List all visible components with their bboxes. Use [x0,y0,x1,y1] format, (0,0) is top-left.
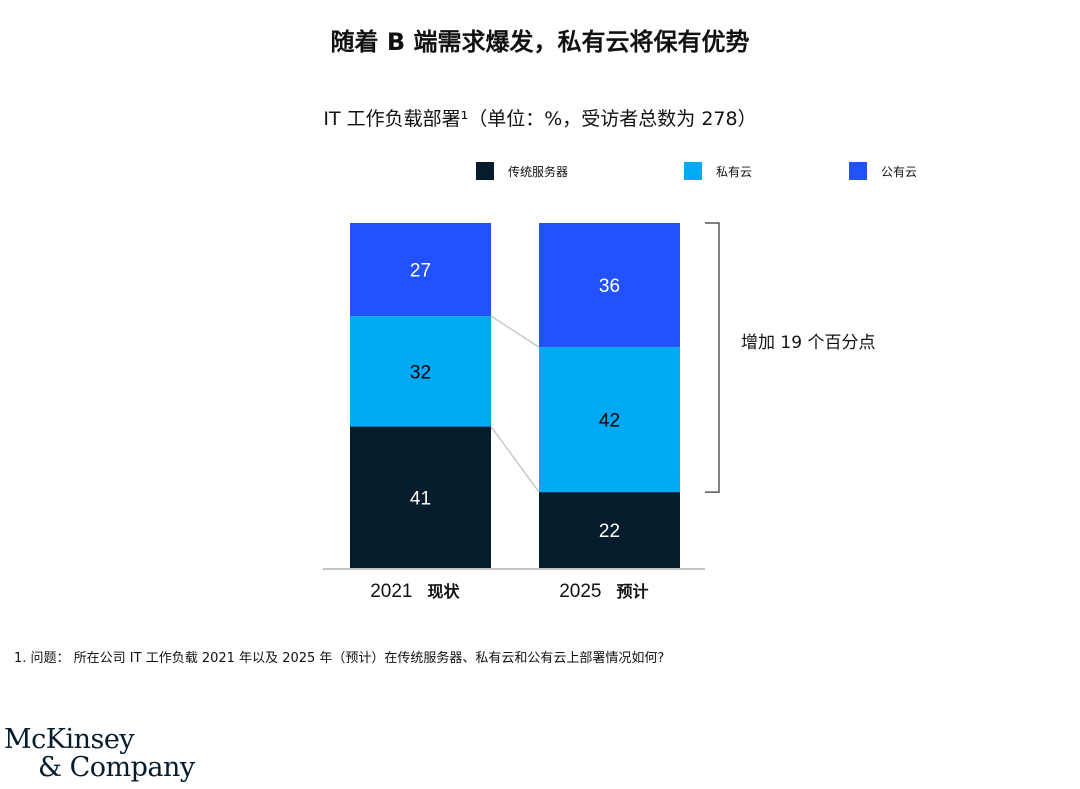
legend-label-public: 公有云 [881,164,918,179]
legend-item-traditional: 传统服务器 [476,162,568,180]
data-label-public-2021: 27 [410,261,431,282]
chart-subtitle: IT 工作负载部署¹（单位：%，受访者总数为 278） [323,108,757,130]
footnote: 1. 问题： 所在公司 IT 工作负载 2021 年以及 2025 年（预计）在… [14,651,665,666]
x-tick-note-2021: 现状 [428,582,461,601]
data-label-private-2025: 42 [599,411,620,432]
data-label-public-2025: 36 [599,276,620,297]
legend-label-traditional: 传统服务器 [508,164,569,179]
bar-private-2025 [539,347,680,493]
bar-private-2021 [350,316,491,427]
chart-title: 随着 B 端需求爆发，私有云将保有优势 [330,28,750,56]
legend-swatch-traditional [476,162,494,180]
mckinsey-logo: McKinsey & Company [4,726,195,782]
legend-swatch-private [684,162,702,180]
bar-traditional-2025 [539,492,680,568]
legend-item-public: 公有云 [849,162,917,180]
logo-line-2: & Company [38,752,195,783]
legend-label-private: 私有云 [716,164,753,179]
bar-traditional-2021 [350,426,491,568]
x-tick-year-2025: 2025 [559,581,601,602]
x-tick-note-2025: 预计 [617,582,649,601]
bar-public-2021 [350,223,491,317]
bar-public-2025 [539,223,680,348]
legend-swatch-public [849,162,867,180]
data-label-traditional-2021: 41 [410,488,431,509]
legend-item-private: 私有云 [684,162,752,180]
bracket [705,222,720,493]
logo-line-1: McKinsey [4,724,135,755]
x-tick-year-2021: 2021 [370,581,412,602]
stacked-bar-chart: 41 32 27 22 42 36 2021 现状 2025 预计 增加 19 个百分点 [323,222,875,602]
data-label-private-2021: 32 [410,362,431,383]
connector-line [490,315,540,348]
connector-line [490,426,540,493]
data-label-traditional-2025: 22 [599,521,620,542]
annotation-increase: 增加 19 个百分点 [741,333,875,353]
